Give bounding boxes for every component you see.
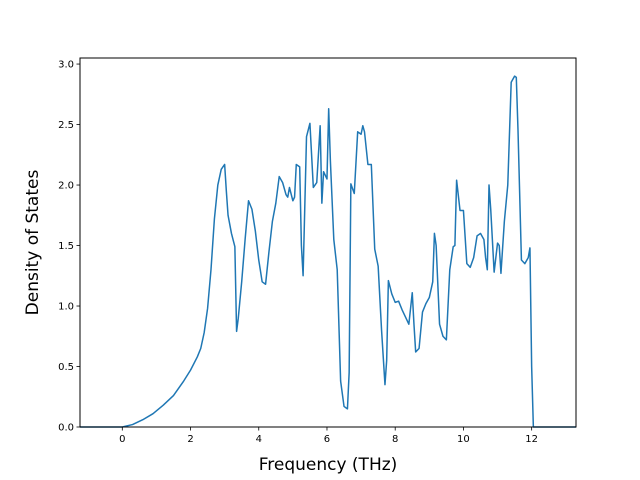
y-tick-label: 2.0 <box>58 181 74 192</box>
x-axis: 0 2 4 6 8 10 12 <box>119 427 538 445</box>
axes-frame <box>79 57 577 428</box>
x-tick-label: 6 <box>324 434 330 445</box>
plot-area <box>80 75 576 428</box>
y-axis: 0.0 0.5 1.0 1.5 2.0 2.5 3.0 <box>58 60 80 434</box>
x-tick-label: 2 <box>187 434 193 445</box>
x-tick-label: 12 <box>525 434 538 445</box>
x-axis-label: Frequency (THz) <box>259 455 398 475</box>
x-tick-label: 4 <box>256 434 262 445</box>
dos-series-line <box>80 75 576 428</box>
x-tick-label: 8 <box>392 434 398 445</box>
y-tick-label: 2.5 <box>58 120 74 131</box>
y-tick-label: 3.0 <box>58 60 74 71</box>
y-tick-label: 0.0 <box>58 423 74 434</box>
y-tick-label: 1.0 <box>58 302 74 313</box>
x-tick-label: 0 <box>119 434 125 445</box>
x-tick-label: 10 <box>457 434 470 445</box>
y-tick-label: 1.5 <box>58 241 74 252</box>
y-axis-label: Density of States <box>23 170 43 316</box>
y-tick-label: 0.5 <box>58 362 74 373</box>
